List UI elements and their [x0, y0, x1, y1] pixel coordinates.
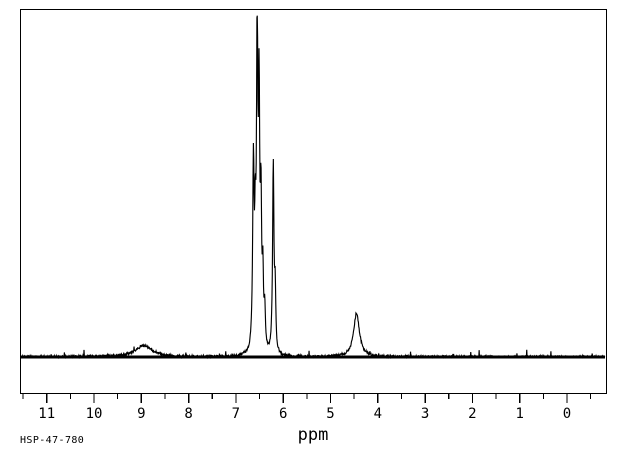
- sample-id-label: HSP-47-780: [20, 435, 84, 446]
- spectrum-trace: [20, 15, 606, 360]
- axis-tick-label: 2: [468, 406, 476, 422]
- axis-tick-label: 6: [279, 406, 287, 422]
- axis-tick-label: 10: [86, 406, 103, 422]
- axis-tick-label: 3: [421, 406, 429, 422]
- axis-tick-label: 5: [326, 406, 334, 422]
- axis-tick-label: 8: [184, 406, 192, 422]
- axis-tick-label: 1: [515, 406, 523, 422]
- axis-tick-group: [22, 393, 592, 403]
- axis-tick-label: 0: [563, 406, 571, 422]
- plot-frame: [19, 8, 608, 395]
- axis-tick-label: 9: [137, 406, 145, 422]
- x-axis-title: ppm: [298, 425, 329, 445]
- axis-tick-label: 4: [374, 406, 382, 422]
- axis-tick-label: 11: [38, 406, 55, 422]
- spectrum-trace-group: [20, 15, 606, 360]
- axis-tick-label-group: 11 10 9 8 7 6 5 4 3 2 1 0: [38, 406, 571, 422]
- axis-tick-label: 7: [232, 406, 240, 422]
